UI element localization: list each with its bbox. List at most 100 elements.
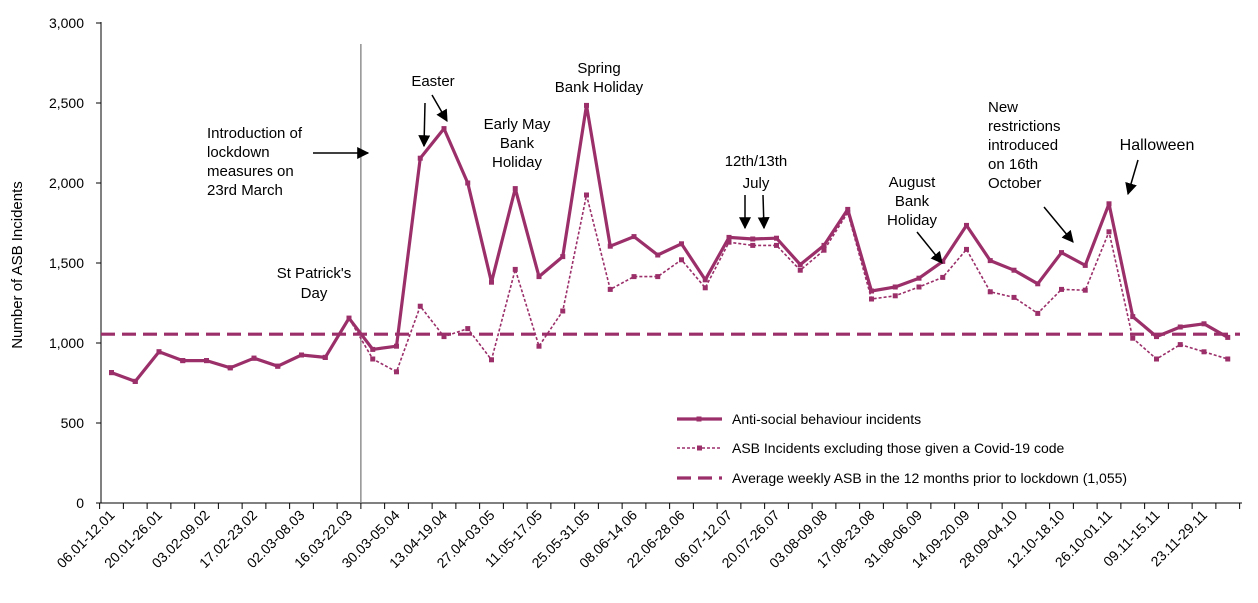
annotation-halloween: Halloween: [1120, 137, 1195, 154]
excluding-covid-point: [1106, 229, 1112, 235]
excluding-covid-point: [1011, 294, 1017, 300]
annotation-july: 12th/13th July: [725, 153, 788, 192]
asb-point: [204, 358, 209, 364]
excluding-covid-point: [679, 257, 684, 263]
asb-point: [869, 288, 874, 294]
y-tick-label: 3,000: [49, 15, 84, 31]
excluding-covid-point: [821, 247, 827, 253]
asb-point: [750, 236, 756, 242]
annotation-august-line-2: Bank: [895, 193, 930, 210]
excluding-covid-point: [702, 285, 708, 291]
excluding-covid-point: [1154, 356, 1159, 362]
y-tick-label: 2,000: [49, 175, 84, 191]
excluding-covid-point: [1082, 287, 1088, 293]
arrow-august: [916, 231, 943, 264]
asb-point: [679, 241, 684, 247]
annotation-early-may-line-3: Holiday: [492, 154, 543, 171]
y-axis: 0 500 1,000 1,500 2,000 2,500 3,000: [49, 15, 101, 511]
annotation-easter: Easter: [411, 73, 454, 90]
asb-point: [275, 363, 281, 369]
annotation-lockdown-line-3: measures on: [207, 163, 294, 180]
asb-point: [441, 126, 447, 132]
excluding-covid-point: [536, 343, 542, 349]
excluding-covid-point: [1225, 356, 1231, 362]
excluding-covid-point: [797, 267, 803, 273]
arrow-new-restrictions: [1043, 206, 1074, 243]
annotation-early-may-line-1: Early May: [484, 116, 551, 133]
excluding-covid-point: [489, 357, 494, 363]
asb-point: [584, 102, 589, 108]
asb-point: [346, 315, 352, 321]
excluding-covid-point: [750, 242, 756, 248]
annotation-easter-line-1: Easter: [411, 73, 454, 90]
legend: Anti-social behaviour incidents ASB Inci…: [677, 411, 1127, 486]
arrow-easter-1: [418, 102, 431, 148]
y-tick-label: 500: [61, 415, 85, 431]
annotation-new-restrictions-line-5: October: [988, 175, 1041, 192]
legend-item-asb: Anti-social behaviour incidents: [677, 411, 921, 427]
annotation-august: August Bank Holiday: [887, 174, 938, 229]
asb-point: [987, 258, 993, 264]
annotation-new-restrictions-line-3: introduced: [988, 137, 1058, 154]
y-axis-label: Number of ASB Incidents: [9, 181, 26, 349]
excluding-covid-point: [916, 284, 922, 290]
asb-point: [109, 370, 114, 376]
arrow-halloween: [1125, 159, 1139, 196]
asb-point: [916, 275, 922, 281]
series-asb-line: [110, 103, 1229, 383]
asb-point: [702, 277, 708, 283]
annotation-st-patricks-line-1: St Patrick's: [277, 265, 352, 282]
asb-point: [892, 284, 898, 290]
legend-marker-asb: [696, 416, 702, 422]
annotation-halloween-line-1: Halloween: [1120, 137, 1195, 154]
excluding-covid-point: [560, 308, 566, 314]
excluding-covid-point: [655, 274, 661, 280]
asb-point: [536, 274, 542, 280]
asb-point: [1106, 201, 1112, 207]
excluding-covid-point: [417, 303, 423, 309]
excluding-covid-point: [465, 326, 471, 332]
y-tick-label: 1,000: [49, 335, 84, 351]
asb-point: [1035, 281, 1041, 287]
annotation-lockdown: Introduction of lockdown measures on 23r…: [207, 125, 303, 199]
y-tick-label: 0: [76, 495, 84, 511]
asb-point: [631, 234, 637, 240]
asb-point: [156, 349, 162, 355]
excluding-covid-point: [1201, 349, 1207, 355]
excluding-covid-point: [631, 274, 637, 280]
excluding-covid-point: [869, 296, 874, 302]
excluding-covid-point: [512, 266, 518, 272]
asb-point: [964, 222, 969, 228]
annotation-new-restrictions: New restrictions introduced on 16th Octo…: [988, 99, 1061, 192]
annotation-st-patricks-line-2: Day: [301, 285, 328, 302]
asb-point: [370, 346, 376, 352]
excluding-covid-point: [1059, 286, 1064, 292]
excluding-covid-point: [892, 293, 898, 299]
excluding-covid-point: [774, 242, 779, 248]
asb-point: [1177, 324, 1183, 330]
asb-point: [227, 365, 233, 371]
asb-point: [322, 354, 328, 360]
asb-point: [1201, 321, 1207, 327]
legend-label-average: Average weekly ASB in the 12 months prio…: [732, 470, 1127, 486]
annotation-august-line-1: August: [889, 174, 937, 191]
excluding-covid-point: [394, 369, 399, 375]
legend-label-asb: Anti-social behaviour incidents: [732, 411, 921, 427]
annotation-july-line-1: 12th/13th: [725, 153, 788, 170]
annotation-august-line-3: Holiday: [887, 212, 938, 229]
excluding-covid-point: [964, 246, 969, 252]
asb-point: [512, 186, 518, 192]
annotation-july-line-2: July: [743, 175, 770, 192]
asb-point: [1011, 267, 1017, 273]
asb-point: [607, 243, 613, 249]
asb-point: [465, 180, 471, 186]
annotation-new-restrictions-line-1: New: [988, 99, 1018, 116]
asb-point: [417, 155, 423, 161]
series-layer: [101, 102, 1240, 384]
annotation-lockdown-line-1: Introduction of: [207, 125, 303, 142]
legend-item-average: Average weekly ASB in the 12 months prio…: [677, 470, 1127, 486]
y-tick-label: 2,500: [49, 95, 84, 111]
asb-point: [1154, 334, 1159, 340]
asb-point: [180, 358, 186, 364]
